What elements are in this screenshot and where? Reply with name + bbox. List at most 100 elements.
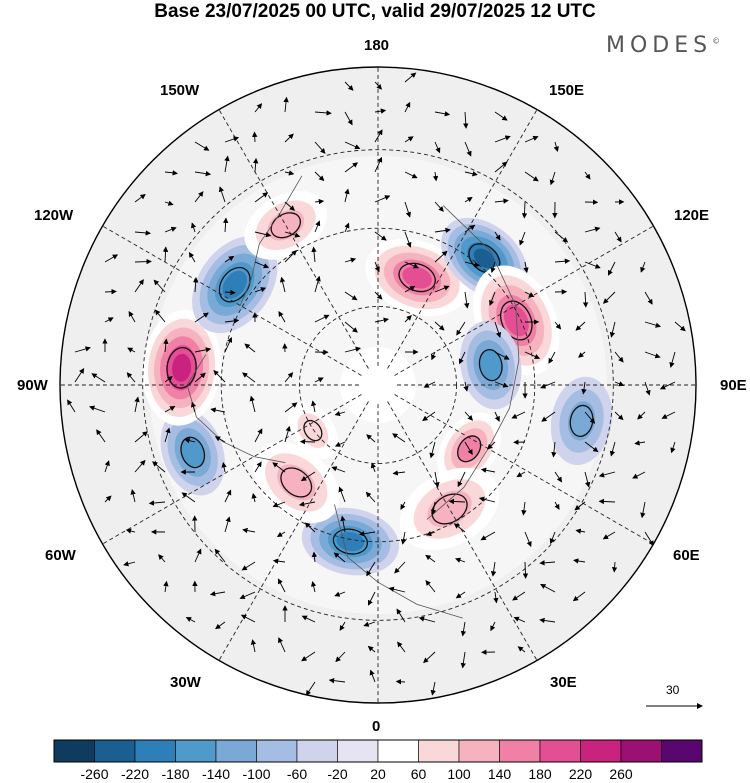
- wind-vector-176: [249, 395, 256, 413]
- wind-vector-93: [104, 288, 117, 295]
- wind-vector-190: [134, 431, 148, 443]
- wind-vector-19: [404, 136, 414, 143]
- lon-label-0: 0: [372, 718, 381, 735]
- wind-vector-100: [314, 275, 321, 293]
- meridian-330: [218, 401, 369, 661]
- wind-vector-297: [185, 617, 196, 623]
- wind-vector-79: [254, 261, 270, 269]
- colorbar-label-1: -220: [120, 766, 150, 782]
- wind-vector-20: [434, 141, 441, 154]
- wind-vector-7: [374, 108, 387, 114]
- wind-vector-324: [430, 681, 436, 696]
- wind-vector-6: [344, 111, 353, 126]
- wind-vector-94: [134, 279, 144, 293]
- wind-vector-65: [374, 231, 387, 241]
- wind-vector-197: [334, 441, 346, 447]
- wind-vector-267: [194, 548, 202, 563]
- height-contour-6: [332, 528, 369, 555]
- wind-vector-287: [310, 580, 317, 593]
- meridian-300: [102, 394, 362, 545]
- wind-vector-161: [423, 381, 436, 388]
- wind-vector-151: [669, 351, 676, 368]
- wind-vector-170: [67, 399, 76, 413]
- wind-vector-160: [314, 377, 324, 383]
- wind-vector-15: [284, 133, 294, 143]
- wind-vector-78: [224, 255, 235, 263]
- wind-vector-179: [334, 410, 346, 417]
- colorbar-label-11: 180: [528, 766, 552, 782]
- wind-vector-138: [244, 343, 256, 353]
- wind-vector-181: [464, 411, 474, 421]
- wind-vector-206: [609, 441, 616, 457]
- lon-label-180: 180: [364, 37, 390, 54]
- wind-vector-155: [164, 376, 173, 383]
- wind-vector-308: [513, 616, 526, 623]
- wind-vector-299: [240, 614, 256, 623]
- wind-vector-243: [554, 501, 560, 510]
- latitude-circle-2: [142, 149, 614, 621]
- wind-vector-115: [194, 312, 209, 323]
- wind-vector-175: [210, 407, 226, 413]
- wind-vector-81: [311, 246, 317, 263]
- wind-vector-123: [434, 321, 445, 331]
- wind-vector-269: [241, 561, 256, 571]
- wind-vector-154: [126, 372, 136, 383]
- colorbar-cell-8: [377, 739, 419, 763]
- wind-vector-150: [644, 351, 661, 359]
- wind-vector-191: [164, 427, 171, 443]
- lon-label-120e: 120E: [674, 207, 710, 224]
- wind-vector-25: [164, 170, 178, 176]
- wind-vector-153: [91, 373, 106, 383]
- wind-vector-99: [279, 276, 286, 293]
- wind-vector-219: [392, 470, 406, 476]
- wind-vector-257: [425, 530, 436, 537]
- wind-vector-35: [464, 171, 478, 177]
- wind-vector-169: [659, 381, 676, 390]
- wind-vector-46: [314, 198, 325, 205]
- wind-vector-240: [448, 498, 466, 505]
- wind-vector-18: [374, 129, 383, 143]
- wind-vector-124: [456, 321, 466, 336]
- wind-vector-89: [554, 258, 571, 264]
- wind-vector-10: [463, 111, 469, 129]
- height-contour-7: [280, 467, 313, 498]
- wind-vector-141: [344, 346, 362, 353]
- wind-vector-258: [453, 523, 466, 533]
- colorbar: [53, 739, 703, 763]
- colorbar-label-3: -140: [201, 766, 231, 782]
- wind-vector-276: [455, 557, 466, 563]
- wind-vector-143: [431, 351, 437, 361]
- wind-vector-38: [549, 171, 556, 186]
- wind-vector-33: [404, 171, 418, 179]
- lon-label-150w: 150W: [160, 82, 200, 99]
- wind-vector-0: [344, 81, 354, 91]
- wind-vector-109: [582, 291, 589, 308]
- wind-vector-296: [572, 591, 586, 602]
- wind-vector-163: [494, 381, 509, 388]
- wind-vector-72: [584, 226, 601, 233]
- wind-vector-137: [224, 336, 233, 353]
- wind-vector-180: [422, 411, 436, 421]
- wind-vector-112: [104, 317, 114, 323]
- wind-vector-226: [598, 471, 616, 478]
- wind-vector-313: [335, 651, 346, 663]
- wind-vector-216: [300, 471, 316, 482]
- wind-vector-75: [134, 258, 152, 265]
- wind-vector-185: [584, 411, 596, 424]
- wind-vector-116: [224, 318, 240, 324]
- wind-vector-166: [581, 381, 587, 395]
- wind-vector-57: [134, 230, 152, 236]
- wind-vector-34: [432, 171, 439, 182]
- wind-vector-113: [128, 310, 136, 323]
- wind-vector-228: [104, 495, 112, 503]
- wind-vector-189: [96, 429, 106, 443]
- wind-vector-64: [344, 222, 350, 233]
- colorbar-cell-5: [256, 739, 298, 763]
- wind-vector-247: [125, 528, 136, 534]
- wind-vector-91: [608, 261, 616, 276]
- wind-vector-125: [494, 321, 502, 338]
- wind-vector-17: [344, 141, 361, 150]
- wind-vector-290: [388, 586, 406, 593]
- wind-vector-128: [575, 321, 586, 331]
